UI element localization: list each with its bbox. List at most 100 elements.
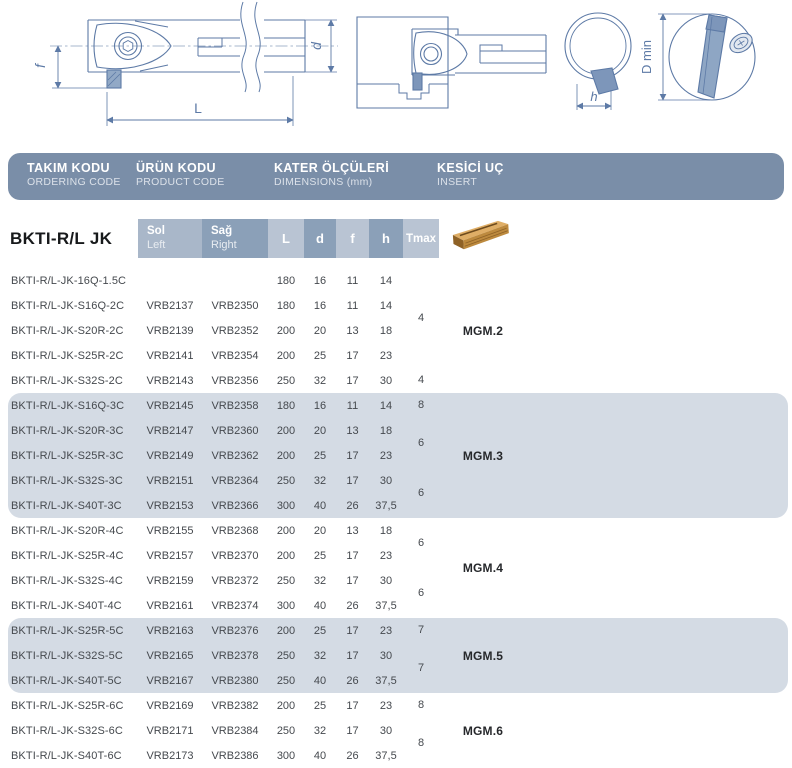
side-view-drawing — [50, 1, 338, 126]
table-row: BKTI-R/L-JK-S32S-2C VRB2143 VRB2356 250 32 17… — [8, 368, 788, 393]
dim-label-h: h — [590, 89, 597, 104]
dim-L-cell: 200 — [276, 524, 296, 537]
product-code-right-cell: VRB2378 — [211, 649, 259, 662]
header-dimensions: KATER ÖLÇÜLERİ DIMENSIONS (mm) — [274, 161, 389, 188]
product-code-right-cell: VRB2370 — [211, 549, 259, 562]
table-row: BKTI-R/L-JK-S20R-3C VRB2147 VRB2360 200 20 13… — [8, 418, 788, 443]
end-view-drawing — [564, 12, 632, 110]
product-group: BKTI-R/L-JK-16Q-1.5C 180 16 11 14 BKTI-R/L-JK… — [8, 268, 788, 393]
tool-code-cell: BKTI-R/L-JK-S16Q-2C — [11, 299, 125, 312]
dim-f-cell: 11 — [346, 299, 359, 312]
dim-f-cell: 17 — [346, 349, 359, 362]
dim-L-cell: 200 — [276, 549, 296, 562]
table-row: BKTI-R/L-JK-S40T-5C VRB2167 VRB2380 250 40 26… — [8, 668, 788, 693]
header-subtitle: INSERT — [437, 176, 478, 189]
table-row: BKTI-R/L-JK-S20R-4C VRB2155 VRB2368 200 20 13… — [8, 518, 788, 543]
table-row: BKTI-R/L-JK-S25R-5C VRB2163 VRB2376 200 25 17… — [8, 618, 788, 643]
tool-code-cell: BKTI-R/L-JK-S25R-5C — [11, 624, 124, 637]
table-row: BKTI-R/L-JK-S16Q-3C VRB2145 VRB2358 180 16 11… — [8, 393, 788, 418]
dim-d-cell: 32 — [313, 724, 327, 737]
tool-code-cell: BKTI-R/L-JK-S32S-5C — [11, 649, 123, 662]
table-row: BKTI-R/L-JK-S32S-5C VRB2165 VRB2378 250 32 17… — [8, 643, 788, 668]
product-code-left-cell: VRB2167 — [146, 674, 194, 687]
dim-d-cell: 16 — [313, 399, 327, 412]
product-code-right-cell: VRB2368 — [211, 524, 259, 537]
dim-h-cell: 14 — [379, 299, 393, 312]
column-header-left: Sol Left — [138, 219, 202, 258]
dim-L-cell: 250 — [276, 724, 296, 737]
tmax-value: 8 — [417, 399, 425, 411]
tool-code-cell: BKTI-R/L-JK-S32S-3C — [11, 474, 123, 487]
product-group: BKTI-R/L-JK-S16Q-3C VRB2145 VRB2358 180 16 11… — [8, 393, 788, 518]
table-row: BKTI-R/L-JK-16Q-1.5C 180 16 11 14 — [8, 268, 788, 293]
dim-d-cell: 20 — [313, 424, 327, 437]
product-code-left-cell: VRB2165 — [146, 649, 194, 662]
dim-h-cell: 30 — [379, 649, 393, 662]
dim-f-cell: 17 — [346, 474, 359, 487]
product-code-right-cell: VRB2386 — [211, 749, 259, 762]
col-label-left: Left — [147, 238, 166, 251]
dim-L-cell: 250 — [276, 374, 296, 387]
product-code-right-cell: VRB2360 — [211, 424, 259, 437]
product-code-right-cell: VRB2372 — [211, 574, 259, 587]
product-code-right-cell: VRB2380 — [211, 674, 259, 687]
product-code-left-cell: VRB2161 — [146, 599, 194, 612]
column-header-L: L — [268, 219, 304, 258]
product-code-left-cell: VRB2173 — [146, 749, 194, 762]
insert-photo — [452, 220, 509, 250]
product-code-left-cell: VRB2143 — [146, 374, 194, 387]
tmax-value: 8 — [417, 699, 425, 711]
dim-L-cell: 200 — [276, 699, 296, 712]
product-code-left-cell: VRB2157 — [146, 549, 194, 562]
dim-f-cell: 13 — [346, 424, 359, 437]
tool-code-cell: BKTI-R/L-JK-S16Q-3C — [11, 399, 125, 412]
product-group: BKTI-R/L-JK-S20R-4C VRB2155 VRB2368 200 20 13… — [8, 518, 788, 618]
product-code-left-cell: VRB2137 — [146, 299, 194, 312]
dim-h-cell: 37,5 — [375, 599, 397, 612]
dim-d-cell: 20 — [313, 324, 327, 337]
dim-f-cell: 17 — [346, 649, 359, 662]
dim-label-L: L — [194, 100, 202, 116]
product-code-left-cell: VRB2141 — [146, 349, 194, 362]
dim-f-cell: 13 — [346, 324, 359, 337]
dim-h-cell: 14 — [379, 274, 393, 287]
dim-h-cell: 37,5 — [375, 674, 397, 687]
product-code-right-cell: VRB2350 — [211, 299, 259, 312]
dim-h-cell: 30 — [379, 724, 393, 737]
table-row: BKTI-R/L-JK-S25R-6C VRB2169 VRB2382 200 25 17… — [8, 693, 788, 718]
column-header-f: f — [336, 219, 369, 258]
col-label-sol: Sol — [147, 225, 165, 237]
tool-code-cell: BKTI-R/L-JK-S20R-2C — [11, 324, 124, 337]
product-code-right-cell: VRB2352 — [211, 324, 259, 337]
table-row: BKTI-R/L-JK-S20R-2C VRB2139 VRB2352 200 20 13… — [8, 318, 788, 343]
insert-edge-lines — [464, 227, 508, 247]
dim-h-cell: 23 — [379, 624, 393, 637]
dim-f-cell: 17 — [346, 449, 359, 462]
dim-f-cell: 26 — [346, 674, 359, 687]
product-code-left-cell: VRB2169 — [146, 699, 194, 712]
dim-d-cell: 20 — [313, 524, 327, 537]
product-code-right-cell: VRB2384 — [211, 724, 259, 737]
tool-code-cell: BKTI-R/L-JK-S40T-3C — [11, 499, 122, 512]
header-product-code: ÜRÜN KODU PRODUCT CODE — [136, 161, 225, 188]
tool-code-cell: BKTI-R/L-JK-S32S-6C — [11, 724, 123, 737]
tool-code-cell: BKTI-R/L-JK-S40T-6C — [11, 749, 122, 762]
dim-h-cell: 23 — [379, 349, 393, 362]
tool-code-cell: BKTI-R/L-JK-S40T-5C — [11, 674, 122, 687]
dim-f-cell: 17 — [346, 624, 359, 637]
insert-end-face — [452, 235, 464, 250]
insert-type-label: MGM.5 — [462, 648, 504, 663]
series-title: BKTI-R/L JK — [10, 229, 113, 248]
table-row: BKTI-R/L-JK-S25R-4C VRB2157 VRB2370 200 25 17… — [8, 543, 788, 568]
tool-code-cell: BKTI-R/L-JK-S20R-4C — [11, 524, 124, 537]
dim-d-cell: 25 — [313, 449, 327, 462]
dim-f-cell: 17 — [346, 574, 359, 587]
dim-L-cell: 180 — [276, 274, 296, 287]
table-row: BKTI-R/L-JK-S40T-6C VRB2173 VRB2386 300 40 26… — [8, 743, 788, 768]
dim-f-cell: 26 — [346, 499, 359, 512]
dim-L-cell: 300 — [276, 499, 296, 512]
insert-type-label: MGM.4 — [462, 561, 504, 575]
dim-h-cell: 23 — [379, 549, 393, 562]
dim-h-cell: 37,5 — [375, 749, 397, 762]
product-code-left-cell: VRB2139 — [146, 324, 194, 337]
